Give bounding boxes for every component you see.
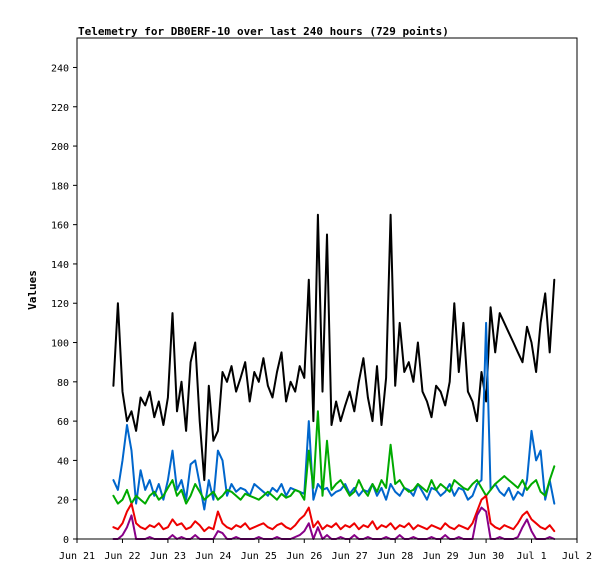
- y-tick-label: 40: [57, 456, 69, 467]
- y-axis: 0 20 40 60 80 100 120 140 160 180 200 220 240: [51, 63, 77, 546]
- plot-frame: [76, 37, 578, 540]
- x-tick-label: Jun 24: [195, 551, 231, 562]
- chart-title: Telemetry for DB0ERF-10 over last 240 ho…: [78, 25, 449, 38]
- y-tick-label: 20: [57, 496, 69, 507]
- x-tick-label: Jun 27: [332, 551, 368, 562]
- series-line-2: [112, 410, 556, 505]
- series-line-1: [112, 321, 556, 511]
- series-line-0: [112, 213, 556, 482]
- y-tick-label: 160: [51, 221, 69, 232]
- x-tick-label: Jun 28: [377, 551, 413, 562]
- x-tick-label: Jun 30: [468, 551, 504, 562]
- x-tick-label: Jun 22: [104, 551, 140, 562]
- x-tick-label: Jul 2: [562, 551, 592, 562]
- y-tick-label: 200: [51, 142, 69, 153]
- x-tick-label: Jun 21: [59, 551, 95, 562]
- y-tick-label: 140: [51, 260, 69, 271]
- x-tick-label: Jul 1: [516, 551, 546, 562]
- x-tick-label: Jun 26: [286, 551, 322, 562]
- x-axis: Jun 21 Jun 22 Jun 23 Jun 24 Jun 25 Jun 26 Jun …: [59, 539, 592, 562]
- x-tick-label: Jun 29: [423, 551, 459, 562]
- x-tick-label: Jun 23: [150, 551, 186, 562]
- y-tick-label: 80: [57, 378, 69, 389]
- y-tick-label: 100: [51, 339, 69, 350]
- x-tick-label: Jun 25: [241, 551, 277, 562]
- series-line-3: [112, 494, 556, 533]
- y-tick-label: 0: [63, 535, 69, 546]
- y-tick-label: 220: [51, 103, 69, 114]
- series-layer: [112, 213, 556, 540]
- y-tick-label: 180: [51, 181, 69, 192]
- y-tick-label: 120: [51, 299, 69, 310]
- y-axis-label: Values: [26, 270, 39, 310]
- y-tick-label: 240: [51, 63, 69, 74]
- y-tick-label: 60: [57, 417, 69, 428]
